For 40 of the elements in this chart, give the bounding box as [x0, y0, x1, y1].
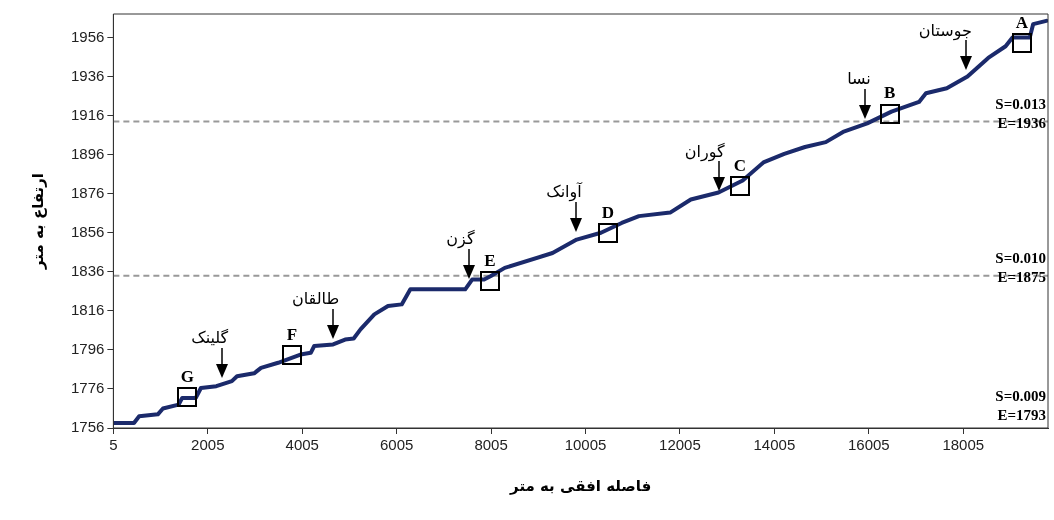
y-tick-label: 1876	[70, 183, 105, 201]
y-tick-label: 1796	[70, 340, 105, 358]
y-tick-label: 1916	[70, 105, 105, 123]
x-tick-label: 6005	[379, 436, 414, 454]
annotation: B	[884, 83, 896, 103]
x-tick-label: 8005	[474, 436, 508, 454]
x-tick-label: 18005	[942, 436, 985, 454]
annotation: طالقان	[291, 289, 340, 309]
x-tick-label: 4005	[285, 436, 319, 454]
y-tick-label: 1896	[70, 144, 105, 162]
annotation: گزن	[446, 228, 475, 249]
x-tick-label: 2005	[191, 436, 225, 454]
y-tick-label: 1776	[70, 379, 105, 397]
y-tick-label: 1956	[70, 27, 105, 45]
x-tick-label: 14005	[753, 436, 796, 454]
annotation: جوستان	[918, 20, 972, 41]
annotation: S=0.013 E=1936	[995, 95, 1047, 131]
x-tick-label: 5	[109, 436, 118, 454]
y-axis-title: ارتفاع به متر	[28, 173, 47, 270]
annotation: F	[286, 324, 298, 344]
annotation: گوران	[684, 141, 725, 162]
y-tick-label: 1816	[70, 300, 105, 318]
annotation: نسا	[847, 69, 871, 89]
y-tick-label: 1936	[70, 66, 105, 84]
x-axis-title: فاصله افقی به متر	[509, 476, 652, 495]
annotation: S=0.009 E=1793	[995, 388, 1046, 424]
x-tick-label: 12005	[659, 436, 701, 454]
annotation: C	[733, 155, 747, 175]
annotation: آوانک	[546, 181, 584, 202]
annotation: G	[180, 366, 194, 386]
annotation: گلینک	[191, 328, 229, 348]
x-tick-label: 10005	[564, 436, 607, 454]
annotation: D	[601, 202, 614, 222]
x-tick-label: 16005	[847, 436, 890, 454]
annotation: E	[484, 250, 496, 270]
y-tick-label: 1856	[70, 222, 105, 240]
y-tick-label: 1836	[70, 261, 105, 279]
annotation: A	[1015, 13, 1029, 33]
y-tick-label: 1756	[70, 418, 105, 436]
annotation: S=0.010 E=1875	[995, 250, 1046, 286]
